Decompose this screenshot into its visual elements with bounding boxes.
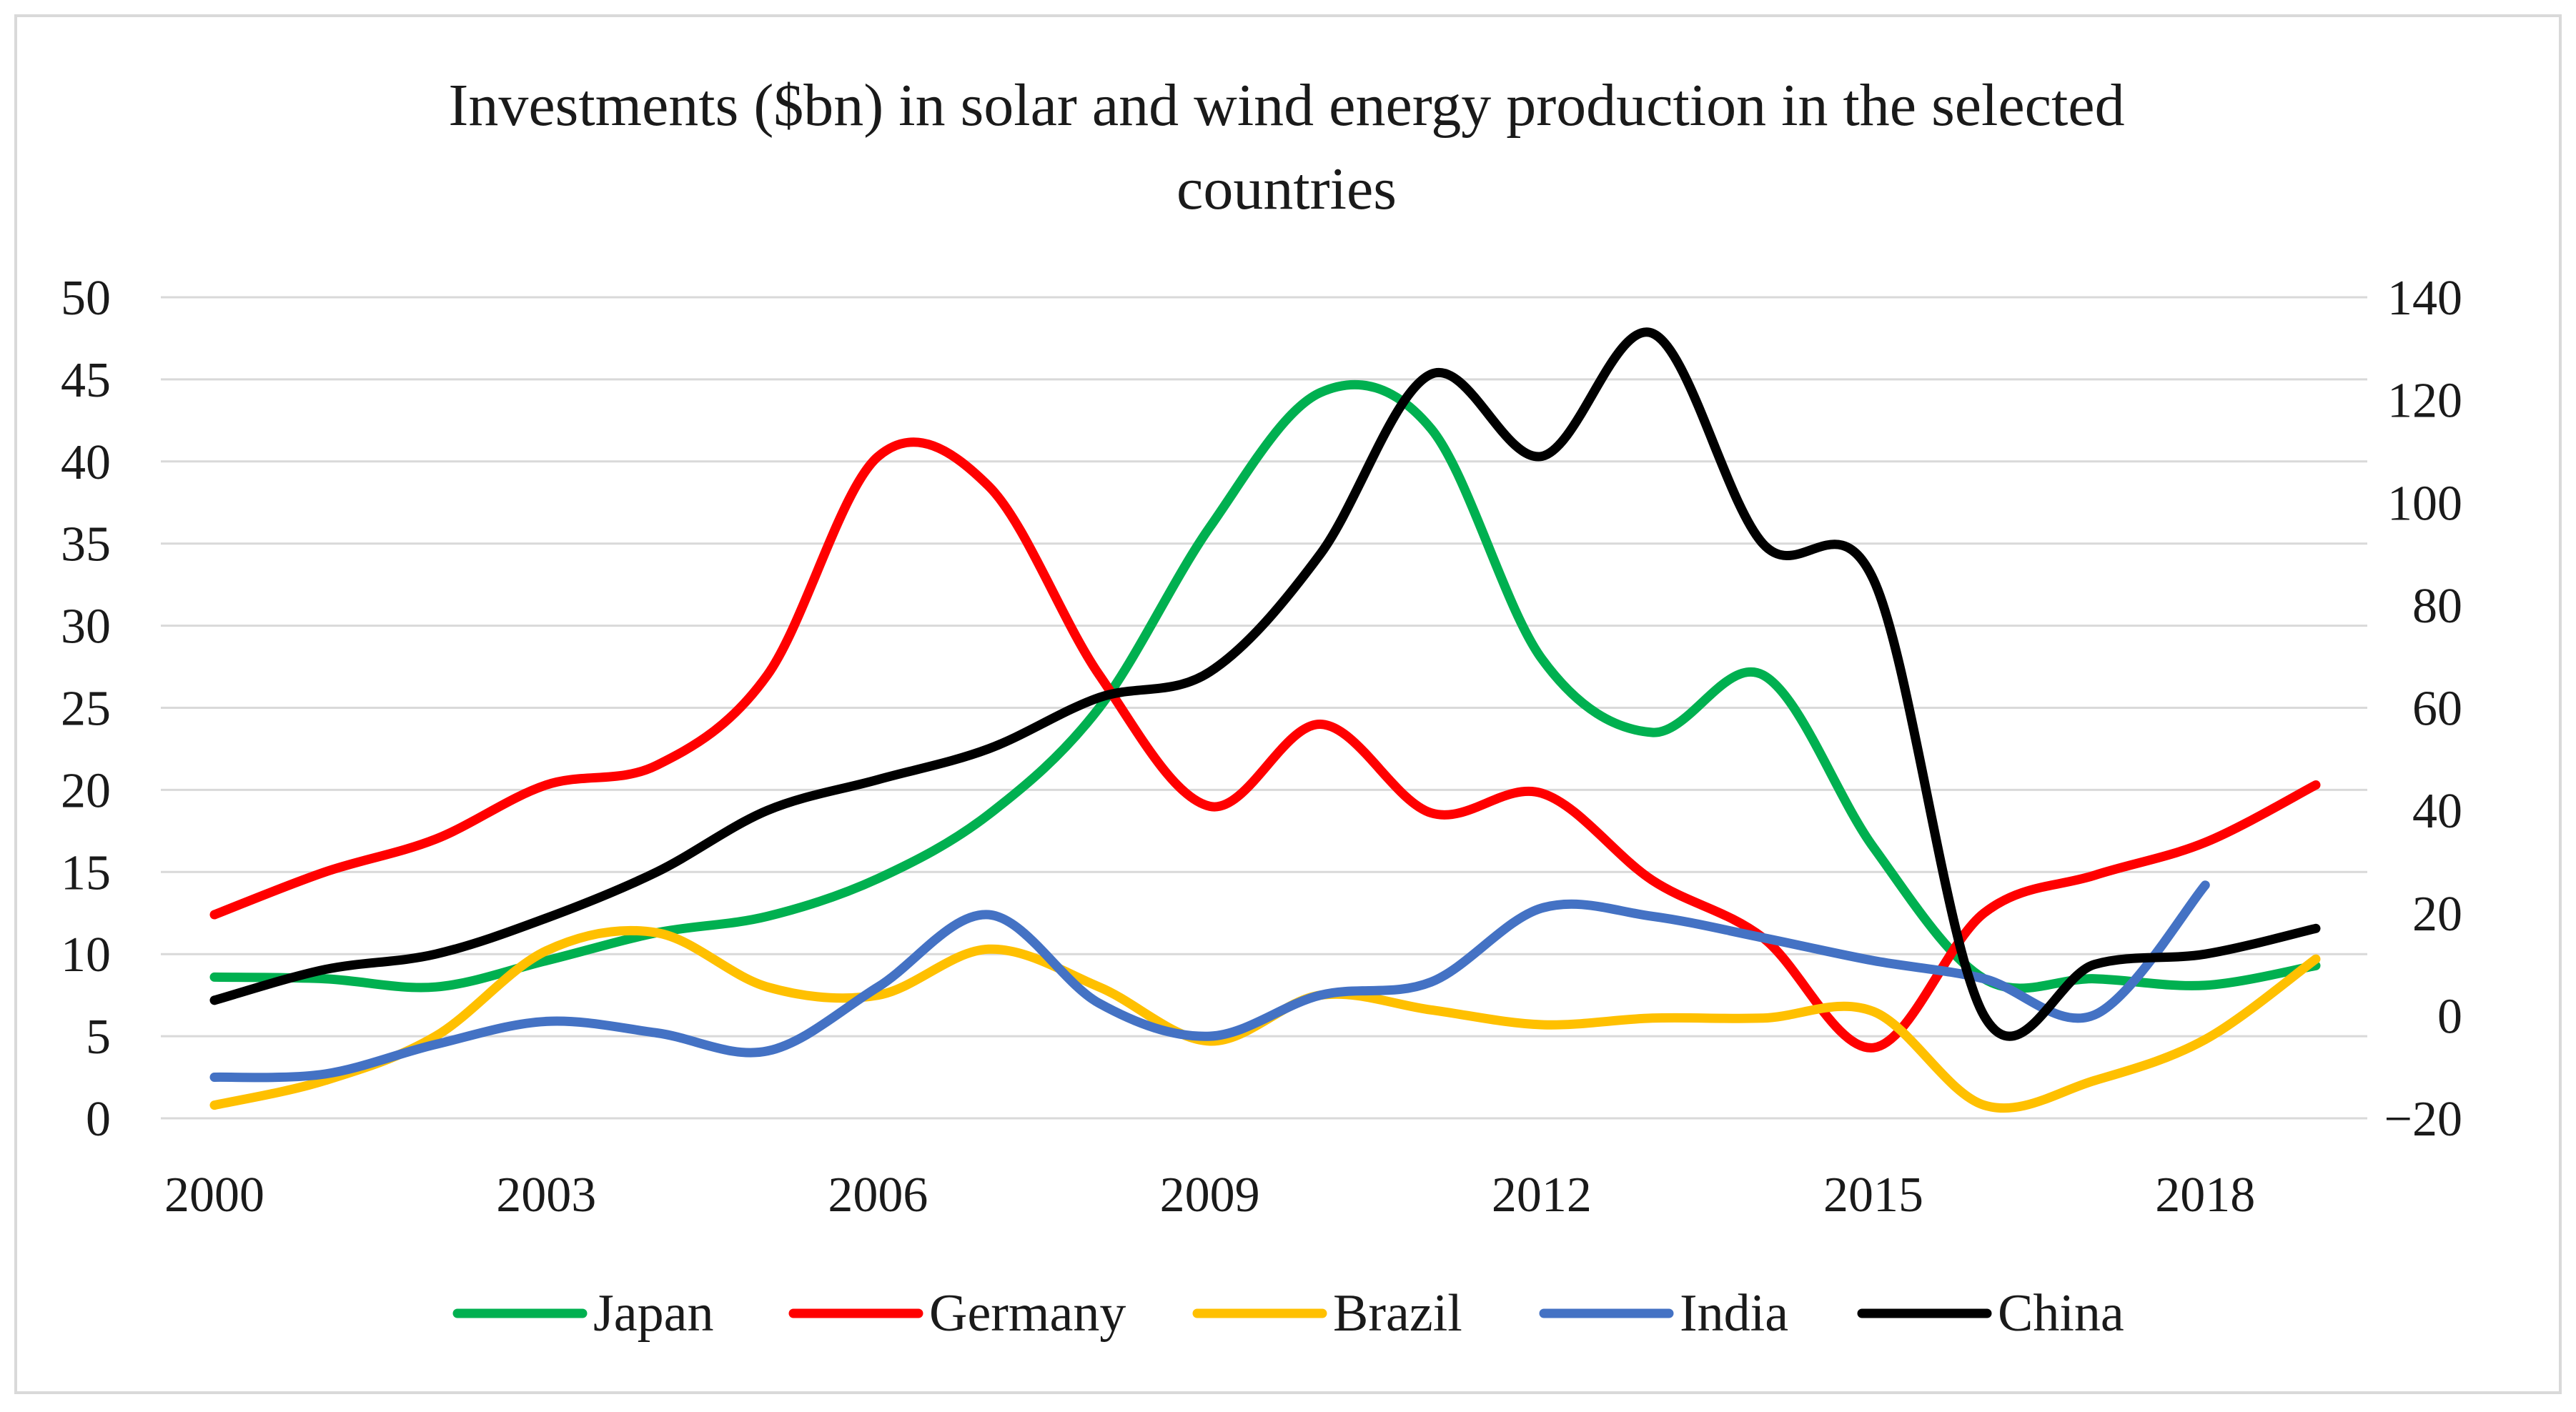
right-axis-ticks: −20 0 20 40 60 80 100 120 140 bbox=[2384, 271, 2462, 1147]
x-axis-tick-label: 2012 bbox=[1492, 1168, 1592, 1223]
x-axis-tick-label: 2003 bbox=[496, 1168, 596, 1223]
left-axis-tick-label: 5 bbox=[86, 1010, 111, 1065]
x-axis-tick-label: 2015 bbox=[1823, 1168, 1923, 1223]
left-axis-tick-label: 35 bbox=[61, 517, 111, 572]
legend-label-china: China bbox=[1998, 1284, 2124, 1343]
right-axis-tick-label: 20 bbox=[2412, 887, 2462, 942]
x-axis-tick-label: 2000 bbox=[164, 1168, 264, 1223]
legend-label-india: India bbox=[1680, 1284, 1788, 1343]
right-axis-tick-label: 0 bbox=[2437, 989, 2462, 1044]
series-line-japan bbox=[209, 379, 2321, 993]
left-axis-tick-label: 0 bbox=[86, 1092, 111, 1147]
series-lines bbox=[209, 327, 2321, 1113]
left-axis-ticks: 0 5 10 15 20 25 30 35 40 45 50 bbox=[61, 271, 111, 1147]
right-axis-tick-label: −20 bbox=[2384, 1092, 2462, 1147]
right-axis-tick-label: 80 bbox=[2412, 579, 2462, 634]
x-axis-tick-label: 2009 bbox=[1160, 1168, 1260, 1223]
legend: Japan Germany Brazil India China bbox=[452, 1284, 2124, 1343]
left-axis-tick-label: 20 bbox=[61, 763, 111, 818]
right-axis-tick-label: 140 bbox=[2387, 271, 2462, 326]
chart-title-line-2: countries bbox=[1176, 156, 1397, 222]
chart-border bbox=[14, 14, 2562, 1394]
left-axis-tick-label: 25 bbox=[61, 682, 111, 737]
x-axis-tick-label: 2018 bbox=[2155, 1168, 2255, 1223]
series-line-india bbox=[209, 880, 2210, 1083]
legend-label-brazil: Brazil bbox=[1333, 1284, 1462, 1343]
chart-title: Investments ($bn) in solar and wind ener… bbox=[448, 72, 2124, 222]
legend-label-germany: Germany bbox=[929, 1284, 1126, 1343]
right-axis-tick-label: 40 bbox=[2412, 784, 2462, 839]
right-axis-tick-label: 100 bbox=[2387, 476, 2462, 531]
series-line-germany bbox=[209, 437, 2321, 1053]
chart-title-line-1: Investments ($bn) in solar and wind ener… bbox=[448, 72, 2124, 139]
right-axis-tick-label: 60 bbox=[2412, 682, 2462, 737]
left-axis-tick-label: 10 bbox=[61, 928, 111, 983]
x-axis-ticks: 2000 2003 2006 2009 2012 2015 2018 bbox=[164, 1168, 2255, 1223]
left-axis-tick-label: 45 bbox=[61, 353, 111, 408]
left-axis-tick-label: 40 bbox=[61, 435, 111, 490]
left-axis-tick-label: 30 bbox=[61, 600, 111, 655]
gridlines bbox=[161, 296, 2367, 1120]
legend-label-japan: Japan bbox=[593, 1284, 714, 1343]
left-axis-tick-label: 50 bbox=[61, 271, 111, 326]
series-line-china bbox=[209, 327, 2321, 1041]
right-axis-tick-label: 120 bbox=[2387, 374, 2462, 429]
left-axis-tick-label: 15 bbox=[61, 845, 111, 900]
x-axis-tick-label: 2006 bbox=[828, 1168, 928, 1223]
